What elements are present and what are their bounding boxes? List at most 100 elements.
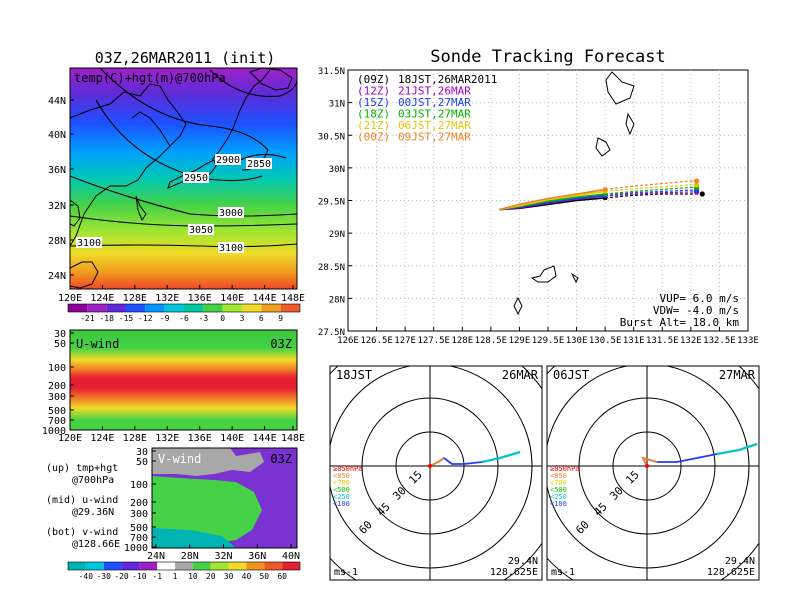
hodo-level-label: <250 [333, 493, 350, 501]
lon-tick-label: 148E [281, 293, 305, 304]
lon-tick-label: 136E [188, 433, 212, 444]
lon-tick-label: 132E [155, 433, 179, 444]
contour-label: 3000 [219, 208, 243, 219]
pressure-tick-label: 50 [54, 339, 66, 350]
note-line: @700hPa [72, 475, 114, 486]
lat-tick-label: 28N [48, 236, 66, 247]
colorbar-swatch [139, 562, 158, 570]
map-field-label: temp(C)+hgt(m)@700hPa [74, 71, 226, 85]
pressure-tick-label: 30 [136, 447, 148, 458]
note-line: @128.66E [72, 539, 120, 550]
hodo-trace-upper [481, 450, 521, 464]
legend-time: 00JST,27MAR [398, 96, 471, 109]
pressure-tick-label: 300 [48, 392, 66, 403]
uwind-lon-ticks: 120E 124E 128E 132E 136E 140E 144E 148E [58, 426, 305, 444]
contour-label: 2900 [216, 155, 240, 166]
hodo-lat: 29.4N [508, 556, 538, 567]
legend-label: (18Z) [357, 108, 390, 121]
lon-tick-label: 127E [394, 336, 416, 346]
pressure-tick-label: 30 [54, 329, 66, 340]
track-line-solid [499, 188, 606, 211]
hodo-unit: ms-1 [334, 567, 358, 578]
lon-tick-label: 126E [337, 336, 359, 346]
lat-tick-label: 28.5N [318, 263, 345, 273]
hodo-level-label: <850 [550, 472, 567, 480]
colorbar-swatch [157, 562, 176, 570]
track-line-dashed [605, 191, 697, 197]
colorbar-label: 10 [188, 572, 198, 581]
colorbar-swatch [121, 562, 140, 570]
hodo-level-label: <500 [333, 486, 350, 494]
colorbar-label: -3 [199, 314, 209, 323]
hodo-frame [329, 365, 543, 581]
lat-tick-label: 36N [248, 551, 266, 562]
lon-tick-label: 127.5E [417, 336, 450, 346]
colorbar-swatch [85, 562, 104, 570]
colorbar-swatch [222, 304, 242, 312]
note-line: (bot) v-wind [46, 527, 118, 538]
lat-tick-label: 30.5N [318, 132, 345, 142]
lon-tick-label: 120E [58, 293, 82, 304]
lat-tick-label: 32N [214, 551, 232, 562]
hodo-level-label: ≥850hPa [550, 465, 580, 473]
hodo-ring-label: 60 [356, 518, 375, 537]
lon-tick-label: 128.5E [475, 336, 508, 346]
colorbar-label: -9 [160, 314, 170, 323]
colorbar-label: 30 [224, 572, 234, 581]
note-line: @29.36N [72, 507, 114, 518]
legend-label: (09Z) [357, 73, 390, 86]
lon-tick-label: 132E [155, 293, 179, 304]
hodo-date: 27MAR [719, 368, 756, 382]
legend-label: (21Z) [357, 119, 390, 132]
lon-tick-label: 129E [509, 336, 531, 346]
lat-tick-label: 30N [329, 165, 345, 175]
track-params: VUP= 6.0 m/s VDW= -4.0 m/s Burst Alt= 18… [620, 292, 740, 329]
colorbar-label: -30 [96, 572, 111, 581]
pressure-tick-label: 1000 [124, 543, 148, 554]
pressure-tick-label: 200 [48, 381, 66, 392]
hodo-level-label: <100 [333, 500, 350, 508]
lon-tick-label: 128E [123, 433, 147, 444]
lon-tick-label: 144E [253, 293, 277, 304]
contour-label: 3100 [77, 238, 101, 249]
lat-tick-label: 31N [329, 100, 345, 110]
track-end-point [699, 191, 705, 197]
lon-tick-label: 132E [680, 336, 702, 346]
hodo-ring-label: 45 [591, 500, 610, 519]
hodo-ring-label: 15 [623, 468, 642, 487]
track-burst-point [603, 187, 608, 192]
panel-notes: (up) tmp+hgt @700hPa (mid) u-wind @29.36… [46, 463, 120, 550]
pressure-tick-label: 300 [130, 509, 148, 520]
colorbar-label: -20 [114, 572, 129, 581]
pressure-tick-label: 1000 [42, 426, 66, 437]
contour-label-group: 2900 2850 2950 3000 3050 3100 3100 [76, 154, 272, 254]
lat-tick-label: 27.5N [318, 328, 345, 338]
island-outlines [513, 71, 635, 316]
uwind-field [70, 330, 297, 430]
colorbar-swatch [203, 304, 223, 312]
lon-tick-label: 148E [281, 433, 305, 444]
colorbar-label: 50 [259, 572, 269, 581]
pressure-tick-label: 100 [130, 480, 148, 491]
lat-tick-label: 36N [48, 165, 66, 176]
track-lines [499, 178, 705, 211]
colorbar-label: -40 [79, 572, 94, 581]
colorbar-swatch [164, 304, 184, 312]
colorbar-label: 9 [278, 314, 283, 323]
track-title: Sonde Tracking Forecast [430, 47, 665, 67]
note-line: (mid) u-wind [46, 495, 118, 506]
lon-tick-label: 130E [566, 336, 588, 346]
hodo-level-label: <250 [550, 493, 567, 501]
colorbar-swatch [87, 304, 107, 312]
contour-label: 3050 [189, 225, 213, 236]
vwind-field-gray [152, 448, 264, 476]
lon-tick-label: 132.5E [703, 336, 736, 346]
lon-tick-label: 140E [220, 433, 244, 444]
lon-tick-label: 120E [58, 433, 82, 444]
colorbar-label: 3 [240, 314, 245, 323]
hodo-trace-lower [641, 456, 658, 467]
colorbar-label: -10 [132, 572, 147, 581]
